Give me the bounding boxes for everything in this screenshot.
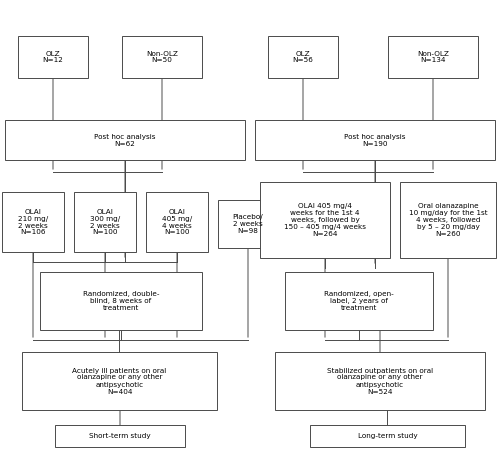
FancyBboxPatch shape	[40, 272, 202, 330]
Text: Randomized, open-
label, 2 years of
treatment: Randomized, open- label, 2 years of trea…	[324, 291, 394, 311]
Text: Non-OLZ
N=134: Non-OLZ N=134	[417, 51, 449, 64]
Text: OLAI
405 mg/
4 weeks
N=100: OLAI 405 mg/ 4 weeks N=100	[162, 208, 192, 235]
FancyBboxPatch shape	[255, 120, 495, 160]
FancyBboxPatch shape	[22, 352, 217, 410]
FancyBboxPatch shape	[122, 36, 202, 78]
FancyBboxPatch shape	[260, 182, 390, 258]
FancyBboxPatch shape	[74, 192, 136, 252]
Text: OLZ
N=56: OLZ N=56	[292, 51, 314, 64]
Text: Post hoc analysis
N=190: Post hoc analysis N=190	[344, 133, 406, 147]
FancyBboxPatch shape	[388, 36, 478, 78]
Text: Randomized, double-
blind, 8 weeks of
treatment: Randomized, double- blind, 8 weeks of tr…	[83, 291, 159, 311]
Text: Stabilized outpatients on oral
olanzapine or any other
antipsychotic
N=524: Stabilized outpatients on oral olanzapin…	[327, 367, 433, 394]
FancyBboxPatch shape	[55, 425, 185, 447]
FancyBboxPatch shape	[2, 192, 64, 252]
Text: Oral olanazapine
10 mg/day for the 1st
4 weeks, followed
by 5 – 20 mg/day
N=260: Oral olanazapine 10 mg/day for the 1st 4…	[408, 203, 488, 237]
Text: Non-OLZ
N=50: Non-OLZ N=50	[146, 51, 178, 64]
Text: OLZ
N=12: OLZ N=12	[42, 51, 64, 64]
FancyBboxPatch shape	[146, 192, 208, 252]
FancyBboxPatch shape	[310, 425, 465, 447]
FancyBboxPatch shape	[218, 200, 278, 248]
Text: Post hoc analysis
N=62: Post hoc analysis N=62	[94, 133, 156, 147]
Text: Short-term study: Short-term study	[89, 433, 151, 439]
FancyBboxPatch shape	[18, 36, 88, 78]
Text: Long-term study: Long-term study	[358, 433, 418, 439]
Text: OLAI
300 mg/
2 weeks
N=100: OLAI 300 mg/ 2 weeks N=100	[90, 208, 120, 235]
FancyBboxPatch shape	[5, 120, 245, 160]
FancyBboxPatch shape	[275, 352, 485, 410]
Text: OLAI
210 mg/
2 weeks
N=106: OLAI 210 mg/ 2 weeks N=106	[18, 208, 48, 235]
FancyBboxPatch shape	[268, 36, 338, 78]
FancyBboxPatch shape	[285, 272, 433, 330]
Text: OLAI 405 mg/4
weeks for the 1st 4
weeks, followed by
150 – 405 mg/4 weeks
N=264: OLAI 405 mg/4 weeks for the 1st 4 weeks,…	[284, 203, 366, 237]
FancyBboxPatch shape	[400, 182, 496, 258]
Text: Placebo/
2 weeks
N=98: Placebo/ 2 weeks N=98	[232, 214, 264, 234]
Text: Acutely ill patients on oral
olanzapine or any other
antipsychotic
N=404: Acutely ill patients on oral olanzapine …	[72, 367, 166, 394]
